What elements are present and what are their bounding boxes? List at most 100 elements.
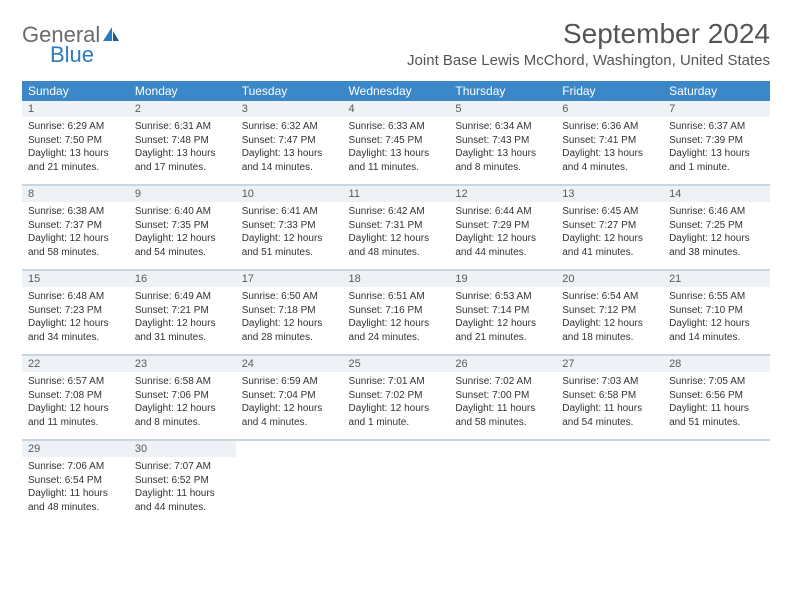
daylight-line: Daylight: 12 hours and 14 minutes. xyxy=(669,317,764,344)
day-number: 20 xyxy=(556,270,663,287)
daylight-line: Daylight: 13 hours and 17 minutes. xyxy=(135,147,230,174)
sunrise-line: Sunrise: 6:31 AM xyxy=(135,120,230,134)
sunrise-line: Sunrise: 6:55 AM xyxy=(669,290,764,304)
sunset-line: Sunset: 7:37 PM xyxy=(28,219,123,233)
day-cell: Sunrise: 6:57 AMSunset: 7:08 PMDaylight:… xyxy=(22,372,129,440)
day-cell: Sunrise: 6:40 AMSunset: 7:35 PMDaylight:… xyxy=(129,202,236,270)
sunrise-line: Sunrise: 6:50 AM xyxy=(242,290,337,304)
daylight-line: Daylight: 12 hours and 8 minutes. xyxy=(135,402,230,429)
day-cell xyxy=(236,457,343,524)
daylight-line: Daylight: 12 hours and 18 minutes. xyxy=(562,317,657,344)
day-number: 14 xyxy=(663,185,770,202)
sunset-line: Sunset: 7:43 PM xyxy=(455,134,550,148)
sunrise-line: Sunrise: 6:40 AM xyxy=(135,205,230,219)
day-number: 13 xyxy=(556,185,663,202)
day-cell: Sunrise: 6:36 AMSunset: 7:41 PMDaylight:… xyxy=(556,117,663,185)
sunrise-line: Sunrise: 6:58 AM xyxy=(135,375,230,389)
content-row: Sunrise: 6:38 AMSunset: 7:37 PMDaylight:… xyxy=(22,202,770,270)
day-number: 21 xyxy=(663,270,770,287)
daylight-line: Daylight: 13 hours and 1 minute. xyxy=(669,147,764,174)
sunrise-line: Sunrise: 6:49 AM xyxy=(135,290,230,304)
sunrise-line: Sunrise: 6:37 AM xyxy=(669,120,764,134)
calendar-body: 1234567Sunrise: 6:29 AMSunset: 7:50 PMDa… xyxy=(22,101,770,524)
day-number: 25 xyxy=(343,355,450,372)
daylight-line: Daylight: 12 hours and 31 minutes. xyxy=(135,317,230,344)
daylight-line: Daylight: 12 hours and 24 minutes. xyxy=(349,317,444,344)
weekday-header: Wednesday xyxy=(343,81,450,101)
daylight-line: Daylight: 12 hours and 41 minutes. xyxy=(562,232,657,259)
sunrise-line: Sunrise: 6:32 AM xyxy=(242,120,337,134)
day-cell: Sunrise: 6:53 AMSunset: 7:14 PMDaylight:… xyxy=(449,287,556,355)
day-cell: Sunrise: 6:54 AMSunset: 7:12 PMDaylight:… xyxy=(556,287,663,355)
weekday-header: Tuesday xyxy=(236,81,343,101)
sunset-line: Sunset: 7:04 PM xyxy=(242,389,337,403)
daylight-line: Daylight: 12 hours and 44 minutes. xyxy=(455,232,550,259)
sunrise-line: Sunrise: 6:36 AM xyxy=(562,120,657,134)
daylight-line: Daylight: 11 hours and 54 minutes. xyxy=(562,402,657,429)
day-cell: Sunrise: 6:48 AMSunset: 7:23 PMDaylight:… xyxy=(22,287,129,355)
day-number: 22 xyxy=(22,355,129,372)
content-row: Sunrise: 7:06 AMSunset: 6:54 PMDaylight:… xyxy=(22,457,770,524)
day-number: 28 xyxy=(663,355,770,372)
day-number xyxy=(236,440,343,457)
daylight-line: Daylight: 11 hours and 48 minutes. xyxy=(28,487,123,514)
sunset-line: Sunset: 7:16 PM xyxy=(349,304,444,318)
content-row: Sunrise: 6:48 AMSunset: 7:23 PMDaylight:… xyxy=(22,287,770,355)
daylight-line: Daylight: 12 hours and 51 minutes. xyxy=(242,232,337,259)
sunrise-line: Sunrise: 7:07 AM xyxy=(135,460,230,474)
daylight-line: Daylight: 13 hours and 4 minutes. xyxy=(562,147,657,174)
day-number: 17 xyxy=(236,270,343,287)
sunset-line: Sunset: 7:25 PM xyxy=(669,219,764,233)
day-number xyxy=(343,440,450,457)
sunrise-line: Sunrise: 7:03 AM xyxy=(562,375,657,389)
day-cell: Sunrise: 7:03 AMSunset: 6:58 PMDaylight:… xyxy=(556,372,663,440)
day-number: 8 xyxy=(22,185,129,202)
day-number xyxy=(556,440,663,457)
daylight-line: Daylight: 12 hours and 11 minutes. xyxy=(28,402,123,429)
sunset-line: Sunset: 7:35 PM xyxy=(135,219,230,233)
sunrise-line: Sunrise: 6:42 AM xyxy=(349,205,444,219)
daynum-row: 15161718192021 xyxy=(22,270,770,287)
daynum-row: 1234567 xyxy=(22,101,770,117)
sunset-line: Sunset: 7:08 PM xyxy=(28,389,123,403)
sunset-line: Sunset: 7:23 PM xyxy=(28,304,123,318)
daylight-line: Daylight: 12 hours and 54 minutes. xyxy=(135,232,230,259)
daylight-line: Daylight: 11 hours and 51 minutes. xyxy=(669,402,764,429)
day-cell: Sunrise: 6:38 AMSunset: 7:37 PMDaylight:… xyxy=(22,202,129,270)
weekday-header: Monday xyxy=(129,81,236,101)
sunrise-line: Sunrise: 6:53 AM xyxy=(455,290,550,304)
day-cell xyxy=(449,457,556,524)
daylight-line: Daylight: 13 hours and 21 minutes. xyxy=(28,147,123,174)
sunrise-line: Sunrise: 6:44 AM xyxy=(455,205,550,219)
day-cell: Sunrise: 6:46 AMSunset: 7:25 PMDaylight:… xyxy=(663,202,770,270)
day-number: 11 xyxy=(343,185,450,202)
day-number: 4 xyxy=(343,101,450,117)
sunset-line: Sunset: 7:27 PM xyxy=(562,219,657,233)
weekday-header: Thursday xyxy=(449,81,556,101)
logo-text-blue: Blue xyxy=(50,44,120,66)
day-cell: Sunrise: 7:05 AMSunset: 6:56 PMDaylight:… xyxy=(663,372,770,440)
sunrise-line: Sunrise: 7:05 AM xyxy=(669,375,764,389)
logo-sail-icon xyxy=(102,24,120,46)
daynum-row: 891011121314 xyxy=(22,185,770,202)
sunrise-line: Sunrise: 6:45 AM xyxy=(562,205,657,219)
sunset-line: Sunset: 7:41 PM xyxy=(562,134,657,148)
weekday-header-row: SundayMondayTuesdayWednesdayThursdayFrid… xyxy=(22,81,770,101)
sunset-line: Sunset: 7:18 PM xyxy=(242,304,337,318)
sunset-line: Sunset: 7:31 PM xyxy=(349,219,444,233)
day-cell xyxy=(556,457,663,524)
sunset-line: Sunset: 7:10 PM xyxy=(669,304,764,318)
day-cell: Sunrise: 7:07 AMSunset: 6:52 PMDaylight:… xyxy=(129,457,236,524)
sunrise-line: Sunrise: 6:33 AM xyxy=(349,120,444,134)
daylight-line: Daylight: 12 hours and 38 minutes. xyxy=(669,232,764,259)
day-number: 12 xyxy=(449,185,556,202)
content-row: Sunrise: 6:29 AMSunset: 7:50 PMDaylight:… xyxy=(22,117,770,185)
day-cell: Sunrise: 6:37 AMSunset: 7:39 PMDaylight:… xyxy=(663,117,770,185)
day-number: 9 xyxy=(129,185,236,202)
daylight-line: Daylight: 12 hours and 21 minutes. xyxy=(455,317,550,344)
sunset-line: Sunset: 7:29 PM xyxy=(455,219,550,233)
day-cell: Sunrise: 6:45 AMSunset: 7:27 PMDaylight:… xyxy=(556,202,663,270)
day-number: 1 xyxy=(22,101,129,117)
daylight-line: Daylight: 12 hours and 34 minutes. xyxy=(28,317,123,344)
day-number: 26 xyxy=(449,355,556,372)
